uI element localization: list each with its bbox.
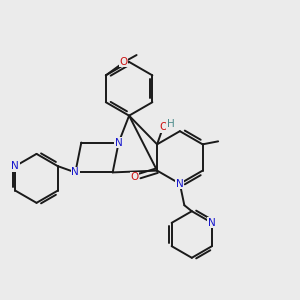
Text: O: O bbox=[159, 122, 167, 132]
Text: O: O bbox=[130, 172, 139, 182]
Text: N: N bbox=[71, 167, 79, 177]
Text: N: N bbox=[176, 179, 184, 189]
Text: N: N bbox=[11, 161, 19, 171]
Text: N: N bbox=[115, 137, 122, 148]
Text: O: O bbox=[120, 57, 128, 67]
Text: N: N bbox=[208, 218, 216, 228]
Text: H: H bbox=[167, 119, 174, 129]
